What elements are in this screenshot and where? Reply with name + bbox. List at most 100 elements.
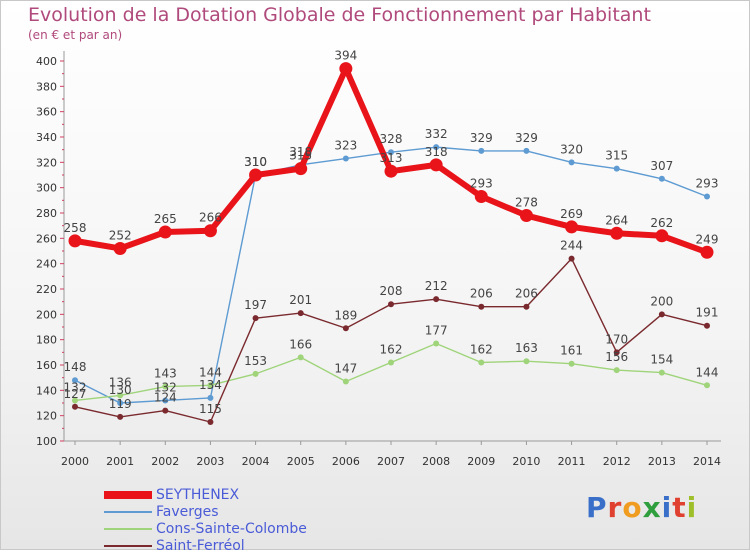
data-label: 132 xyxy=(64,380,87,394)
data-point xyxy=(117,413,124,420)
x-tick-label: 2005 xyxy=(287,455,315,468)
data-label: 212 xyxy=(425,279,448,293)
data-label: 132 xyxy=(154,380,177,394)
data-label: 163 xyxy=(515,341,538,355)
legend-swatch xyxy=(104,528,152,530)
data-point xyxy=(568,255,575,262)
legend-item: Saint-Ferréol xyxy=(104,538,245,554)
data-point xyxy=(297,354,304,361)
data-point xyxy=(655,229,669,243)
data-point xyxy=(523,303,530,310)
data-label: 264 xyxy=(605,213,628,227)
data-point xyxy=(433,340,440,347)
data-point xyxy=(162,383,169,390)
data-point xyxy=(339,62,353,76)
data-label: 323 xyxy=(334,139,357,153)
data-label: 124 xyxy=(154,391,177,405)
data-point xyxy=(565,220,579,234)
data-point xyxy=(158,225,172,239)
data-point xyxy=(700,245,714,259)
x-tick-label: 2014 xyxy=(693,455,721,468)
data-label: 269 xyxy=(560,207,583,221)
data-label: 313 xyxy=(380,151,403,165)
data-point xyxy=(162,397,169,404)
data-label: 147 xyxy=(334,361,357,375)
data-point xyxy=(613,367,620,374)
data-label: 201 xyxy=(289,293,312,307)
x-tick-label: 2000 xyxy=(61,455,89,468)
y-tick-label: 120 xyxy=(36,410,57,423)
data-point xyxy=(72,403,78,410)
legend-label: Faverges xyxy=(156,504,219,520)
y-tick-label: 340 xyxy=(36,131,57,144)
x-tick-label: 2006 xyxy=(332,455,360,468)
data-point xyxy=(658,311,665,318)
y-tick-label: 360 xyxy=(36,106,57,119)
data-point xyxy=(613,165,620,172)
y-tick-label: 320 xyxy=(36,156,57,169)
logo-letter: t xyxy=(672,491,687,524)
data-label: 252 xyxy=(109,228,132,242)
data-point xyxy=(478,147,485,154)
data-point xyxy=(68,234,82,248)
data-point xyxy=(519,209,533,223)
data-point xyxy=(297,310,304,317)
data-point xyxy=(478,303,485,310)
data-label: 119 xyxy=(109,397,132,411)
y-tick-label: 260 xyxy=(36,232,57,245)
data-point xyxy=(207,394,214,401)
data-point xyxy=(207,382,214,389)
data-label: 318 xyxy=(289,145,312,159)
data-point xyxy=(384,164,398,178)
x-tick-label: 2001 xyxy=(106,455,134,468)
data-label: 154 xyxy=(650,353,673,367)
y-tick-label: 400 xyxy=(36,55,57,68)
data-point xyxy=(429,158,443,172)
x-tick-label: 2004 xyxy=(242,455,270,468)
data-label: 130 xyxy=(109,383,132,397)
data-label: 153 xyxy=(244,354,267,368)
data-label: 191 xyxy=(696,306,719,320)
data-label: 394 xyxy=(334,49,357,63)
data-label: 332 xyxy=(425,127,448,141)
data-point xyxy=(207,419,214,425)
legend-label: SEYTHENEX xyxy=(156,487,240,503)
data-point xyxy=(203,224,217,238)
data-point xyxy=(658,175,665,182)
data-label: 206 xyxy=(515,287,538,301)
data-label: 315 xyxy=(289,149,312,163)
data-label: 177 xyxy=(425,323,448,337)
data-point xyxy=(342,325,349,332)
data-label: 315 xyxy=(605,149,628,163)
chart-subtitle: (en € et par an) xyxy=(28,28,123,42)
logo-letter: P xyxy=(586,491,608,524)
data-point xyxy=(72,377,78,384)
logo-letter: x xyxy=(642,491,662,524)
data-label: 310 xyxy=(244,155,267,169)
data-point xyxy=(342,155,349,162)
data-label: 144 xyxy=(199,365,222,379)
x-tick-label: 2002 xyxy=(151,455,179,468)
data-point xyxy=(704,382,710,389)
legend-label: Saint-Ferréol xyxy=(156,538,245,554)
data-point xyxy=(113,241,127,255)
data-label: 166 xyxy=(289,337,312,351)
data-label: 329 xyxy=(515,131,538,145)
data-label: 293 xyxy=(696,177,719,191)
data-label: 310 xyxy=(244,155,267,169)
data-label: 320 xyxy=(560,142,583,156)
data-point xyxy=(72,397,78,404)
data-label: 200 xyxy=(650,294,673,308)
x-tick-label: 2003 xyxy=(196,455,224,468)
y-tick-label: 280 xyxy=(36,207,57,220)
data-point xyxy=(117,392,124,399)
data-label: 266 xyxy=(199,211,222,225)
x-tick-label: 2012 xyxy=(603,455,631,468)
data-point xyxy=(433,296,440,303)
x-tick-label: 2011 xyxy=(558,455,586,468)
data-label: 329 xyxy=(470,131,493,145)
data-label: 206 xyxy=(470,287,493,301)
data-point xyxy=(704,193,710,200)
data-label: 162 xyxy=(470,342,493,356)
